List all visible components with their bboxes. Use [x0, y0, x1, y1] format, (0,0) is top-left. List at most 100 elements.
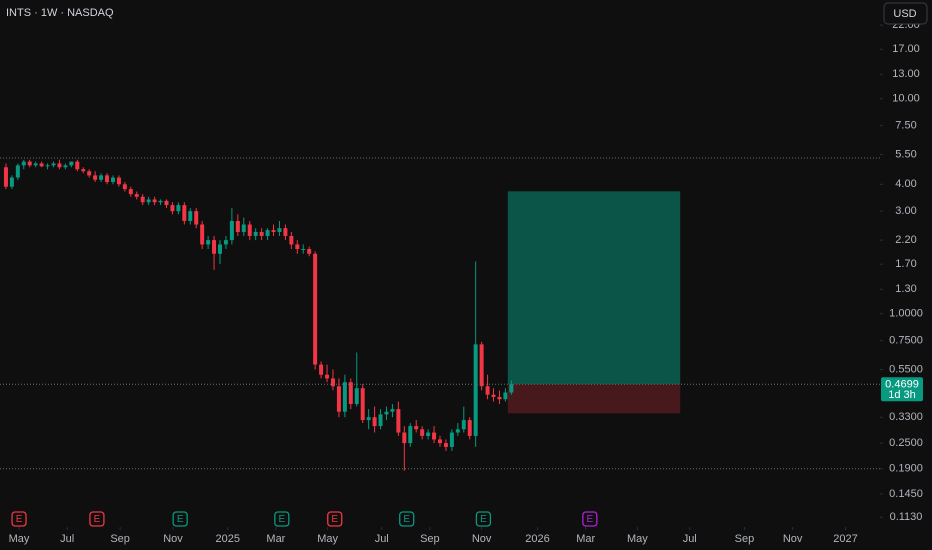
candle-body — [33, 163, 38, 166]
candle-body — [307, 248, 312, 254]
candle-body — [259, 231, 264, 236]
y-tick-label: 0.5500 — [889, 363, 923, 375]
candle-body — [319, 364, 324, 375]
candle-body — [432, 432, 437, 440]
candle-body — [295, 244, 300, 249]
candle-body — [348, 382, 353, 405]
x-tick-label: Mar — [576, 533, 595, 545]
event-label: E — [16, 514, 23, 525]
candle-body — [182, 205, 187, 221]
candle-body — [27, 161, 32, 166]
x-tick-label: Jul — [60, 533, 74, 545]
x-tick-label: 2026 — [525, 533, 549, 545]
y-tick-label: 4.00 — [895, 178, 916, 190]
y-tick-label: 0.3300 — [889, 411, 923, 423]
y-tick-label: 0.1130 — [890, 511, 923, 523]
candle-body — [360, 388, 365, 421]
y-tick-label: 2.20 — [895, 234, 916, 246]
candle-body — [229, 220, 234, 241]
candle-body — [134, 194, 139, 197]
y-tick-label: 1.70 — [895, 258, 916, 270]
candle-body — [45, 165, 50, 167]
last-price-label: 0.4699 — [885, 379, 919, 391]
event-marker — [172, 511, 188, 527]
candle-body — [384, 411, 389, 415]
event-marker — [89, 511, 105, 527]
candle-body — [313, 253, 318, 365]
y-tick-label: 13.00 — [892, 68, 920, 80]
event-label: E — [177, 514, 184, 525]
event-label: E — [279, 514, 286, 525]
candle-body — [396, 409, 401, 433]
event-marker — [582, 511, 598, 527]
candle-body — [99, 175, 104, 180]
candle-body — [105, 175, 110, 182]
candle-body — [455, 429, 460, 433]
candle-body — [366, 417, 371, 421]
candle-body — [122, 184, 127, 190]
candle-body — [253, 231, 258, 236]
candle-body — [271, 230, 276, 232]
candle-body — [235, 220, 240, 232]
candle-body — [140, 196, 145, 203]
candle-body — [420, 429, 425, 436]
y-tick-label: 10.00 — [892, 93, 920, 105]
candle-body — [354, 388, 359, 405]
currency-button[interactable] — [883, 2, 928, 25]
candle-body — [146, 199, 151, 203]
candle-body — [110, 177, 115, 182]
candle-body — [342, 382, 347, 412]
candle-body — [57, 163, 62, 168]
candle-body — [289, 235, 294, 245]
candle-body — [194, 211, 199, 225]
event-label: E — [403, 514, 410, 525]
y-tick-label: 1.0000 — [889, 308, 923, 320]
candle-body — [176, 205, 181, 212]
candle-body — [509, 384, 514, 393]
candle-body — [21, 161, 26, 166]
candle-body — [461, 420, 466, 430]
candle-body — [438, 439, 442, 444]
x-tick-label: Nov — [783, 533, 803, 545]
candle-body — [3, 167, 8, 187]
candle-body — [473, 344, 478, 436]
candle-body — [301, 248, 306, 250]
y-tick-label: 17.00 — [892, 43, 920, 55]
x-tick-label: 2025 — [215, 533, 239, 545]
candle-body — [200, 224, 205, 245]
candle-body — [170, 205, 175, 212]
candle-body — [206, 240, 211, 245]
candle-body — [223, 240, 228, 245]
candle-body — [330, 378, 335, 387]
symbol-title: INTS · 1W · NASDAQ — [6, 7, 114, 19]
candle-body — [51, 163, 56, 166]
event-marker — [274, 511, 290, 527]
y-tick-label: 1.30 — [895, 283, 916, 295]
candle-body — [116, 177, 121, 185]
plot-area: 22.0017.0013.0010.007.505.504.003.002.20… — [0, 19, 923, 545]
candle-body — [503, 392, 508, 400]
y-tick-label: 3.00 — [895, 205, 916, 217]
event-marker — [327, 511, 343, 527]
x-tick-label: Jul — [683, 533, 697, 545]
event-label: E — [587, 514, 594, 525]
candle-body — [87, 171, 92, 176]
x-tick-label: May — [317, 533, 338, 545]
currency-label[interactable]: USD — [893, 8, 916, 20]
last-price-box — [881, 377, 923, 402]
candle-body — [75, 161, 80, 170]
candle-body — [325, 374, 330, 379]
x-tick-label: May — [627, 533, 648, 545]
event-marker — [475, 511, 492, 527]
x-tick-label: Mar — [266, 533, 285, 545]
y-tick-label: 0.7500 — [889, 334, 923, 346]
x-tick-label: 2027 — [833, 533, 857, 545]
candle-body — [63, 165, 68, 168]
y-tick-label: 0.1450 — [889, 488, 923, 500]
candle-body — [467, 420, 472, 436]
candle-body — [449, 432, 454, 447]
candle-body — [402, 432, 407, 444]
